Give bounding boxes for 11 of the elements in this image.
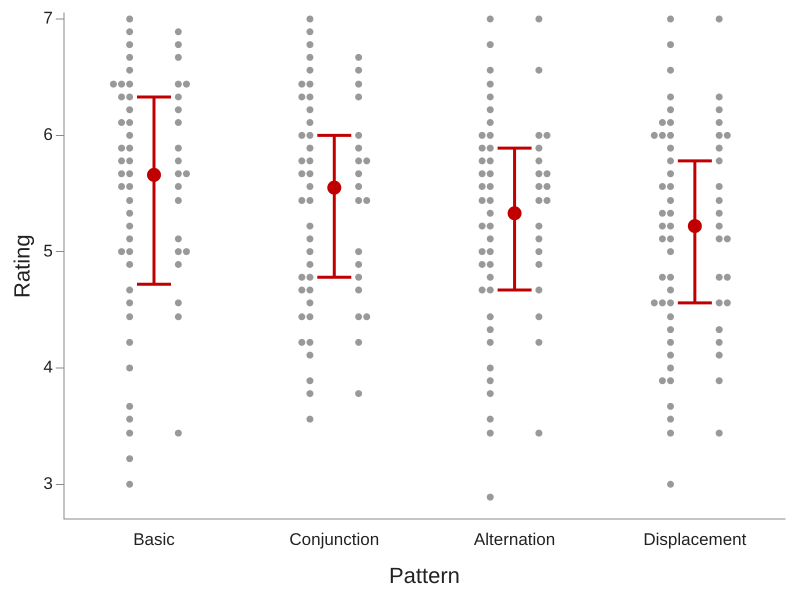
x-axis-title: Pattern <box>388 562 460 588</box>
y-tick-label: 3 <box>43 474 53 493</box>
x-tick-label: Conjunction <box>289 530 380 550</box>
x-tick-label: Basic <box>133 530 176 550</box>
x-tick-label: Displacement <box>643 530 747 550</box>
y-axis-title: Rating <box>9 234 34 298</box>
y-tick-label: 4 <box>43 358 53 377</box>
y-tick-label: 7 <box>43 8 53 28</box>
y-tick-label: 6 <box>43 125 53 144</box>
x-tick-label: Alternation <box>474 530 556 550</box>
y-tick-label: 5 <box>43 241 53 260</box>
